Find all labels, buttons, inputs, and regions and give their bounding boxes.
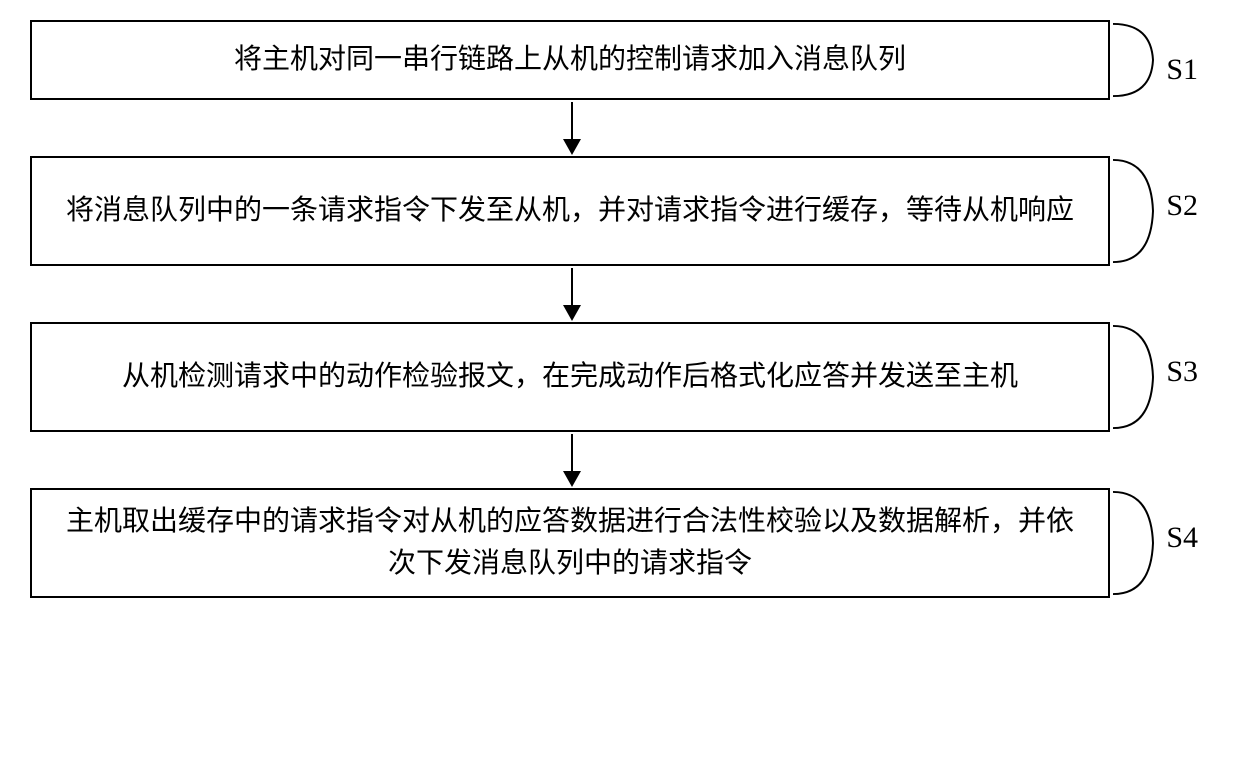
bracket-connector-3 [1113,324,1158,430]
bracket-connector-4 [1113,490,1158,596]
arrow-head-2 [563,305,581,321]
arrow-3 [563,432,581,488]
arrow-line-2 [571,268,573,306]
step-container-1: 将主机对同一串行链路上从机的控制请求加入消息队列 S1 [30,20,1209,100]
step-container-3: 从机检测请求中的动作检验报文，在完成动作后格式化应答并发送至主机 S3 [30,322,1209,432]
step-box-1: 将主机对同一串行链路上从机的控制请求加入消息队列 S1 [30,20,1110,100]
step-text-1: 将主机对同一串行链路上从机的控制请求加入消息队列 [234,39,906,81]
flowchart-container: 将主机对同一串行链路上从机的控制请求加入消息队列 S1 将消息队列中的一条请求指… [30,20,1209,598]
arrow-line-1 [571,102,573,140]
arrow-2 [563,266,581,322]
step-text-2: 将消息队列中的一条请求指令下发至从机，并对请求指令进行缓存，等待从机响应 [66,190,1074,232]
step-box-4: 主机取出缓存中的请求指令对从机的应答数据进行合法性校验以及数据解析，并依次下发消… [30,488,1110,598]
step-text-4: 主机取出缓存中的请求指令对从机的应答数据进行合法性校验以及数据解析，并依次下发消… [62,501,1078,585]
step-container-2: 将消息队列中的一条请求指令下发至从机，并对请求指令进行缓存，等待从机响应 S2 [30,156,1209,266]
step-box-3: 从机检测请求中的动作检验报文，在完成动作后格式化应答并发送至主机 S3 [30,322,1110,432]
step-label-3: S3 [1166,349,1198,394]
step-container-4: 主机取出缓存中的请求指令对从机的应答数据进行合法性校验以及数据解析，并依次下发消… [30,488,1209,598]
step-label-2: S2 [1166,183,1198,228]
step-box-2: 将消息队列中的一条请求指令下发至从机，并对请求指令进行缓存，等待从机响应 S2 [30,156,1110,266]
arrow-1 [563,100,581,156]
bracket-connector-2 [1113,158,1158,264]
arrow-head-3 [563,471,581,487]
step-text-3: 从机检测请求中的动作检验报文，在完成动作后格式化应答并发送至主机 [122,356,1018,398]
step-label-4: S4 [1166,515,1198,560]
arrow-head-1 [563,139,581,155]
step-label-1: S1 [1166,47,1198,92]
arrow-line-3 [571,434,573,472]
bracket-connector-1 [1113,22,1158,98]
